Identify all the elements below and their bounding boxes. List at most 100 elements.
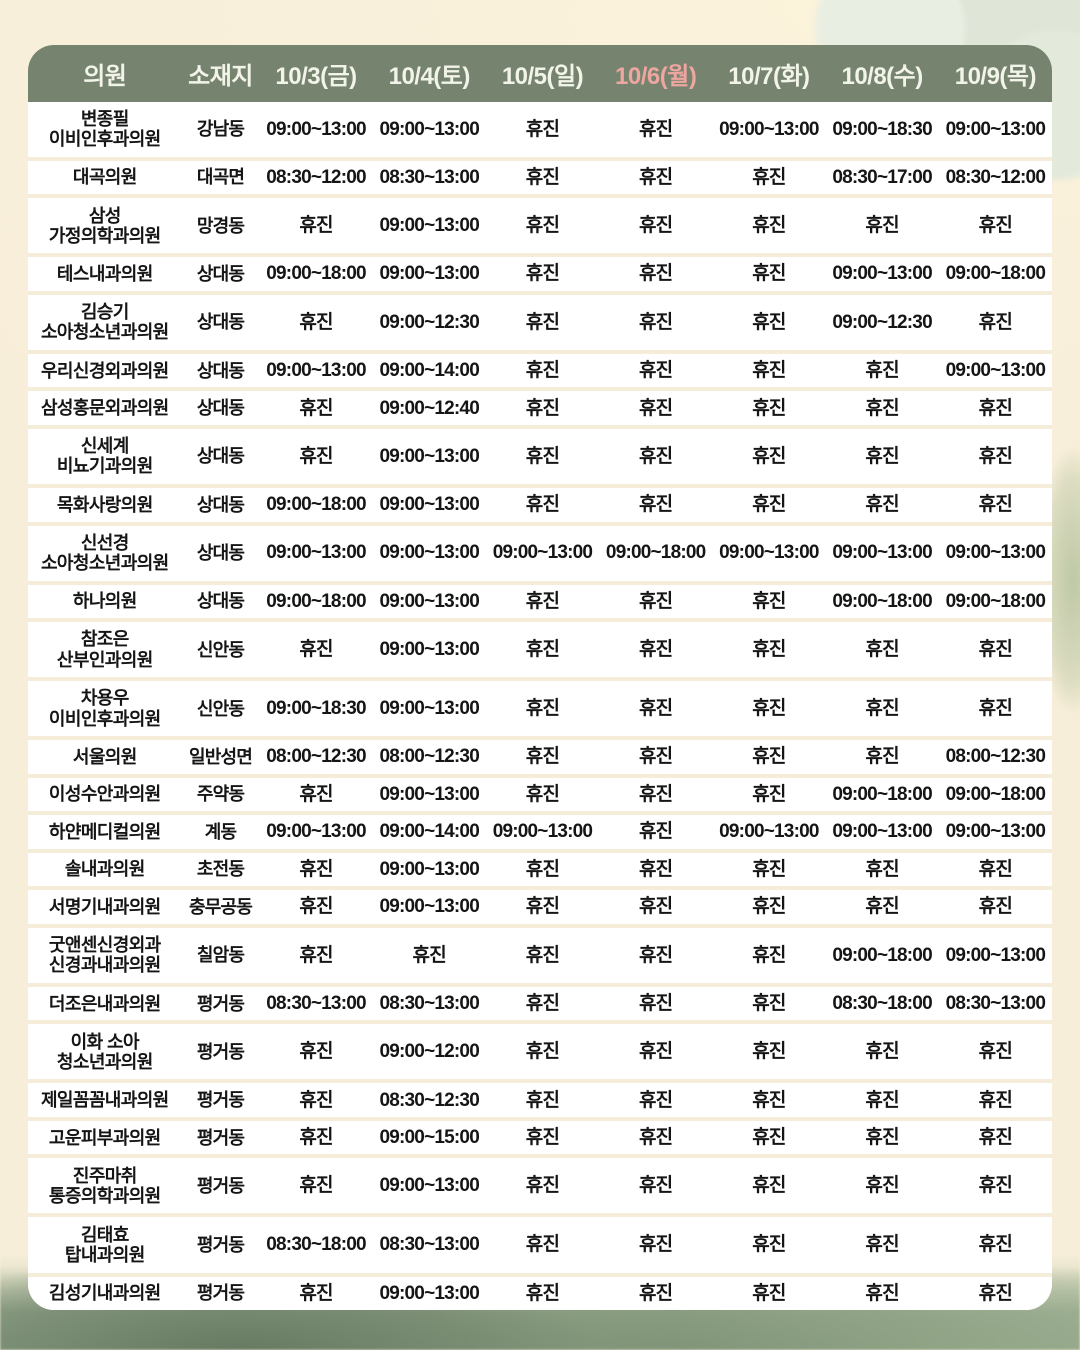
location-cell: 평거동	[181, 982, 260, 1023]
schedule-cell: 09:00~13:00	[372, 102, 486, 159]
schedule-cell: 휴진	[712, 773, 826, 814]
header-cell-location: 소재지	[181, 45, 260, 102]
schedule-cell: 휴진	[599, 1116, 713, 1157]
schedule-cell: 휴진	[259, 1272, 373, 1310]
schedule-cell: 09:00~13:00	[372, 886, 486, 926]
schedule-cell: 휴진	[825, 387, 939, 427]
schedule-cell: 휴진	[599, 387, 713, 427]
schedule-cell: 휴진	[825, 194, 939, 256]
table-row: 굿앤센신경외과 신경과내과의원 칠암동 휴진 휴진 휴진 휴진 휴진 09:00~18:0…	[28, 923, 1052, 985]
schedule-cell: 휴진	[712, 349, 826, 390]
table-row: 하나의원 상대동 09:00~18:00 09:00~13:00 휴진 휴진 휴진 09:…	[28, 580, 1052, 621]
header-row: 의원 소재지 10/3(금) 10/4(토) 10/5(일) 10/6(월) 1…	[28, 45, 1052, 102]
schedule-cell: 09:00~13:00	[259, 349, 373, 390]
schedule-cell: 휴진	[259, 886, 373, 926]
schedule-cell: 휴진	[938, 1154, 1052, 1216]
schedule-cell: 휴진	[938, 1213, 1052, 1275]
schedule-cell: 휴진	[599, 1272, 713, 1310]
schedule-cell: 휴진	[825, 484, 939, 524]
schedule-cell: 휴진	[485, 387, 600, 427]
location-cell: 초전동	[181, 848, 260, 889]
schedule-cell: 휴진	[938, 886, 1052, 926]
schedule-cell: 휴진	[259, 618, 373, 680]
schedule-cell: 09:00~13:00	[938, 349, 1052, 390]
schedule-cell: 09:00~13:00	[372, 580, 486, 621]
location-cell: 주약동	[181, 773, 260, 814]
schedule-cell: 휴진	[938, 1272, 1052, 1310]
schedule-cell: 08:30~18:00	[259, 1213, 373, 1275]
schedule-cell: 09:00~18:00	[938, 580, 1052, 621]
schedule-cell: 휴진	[599, 886, 713, 926]
schedule-cell: 휴진	[259, 1116, 373, 1157]
location-cell: 상대동	[181, 521, 260, 583]
schedule-cell: 휴진	[712, 1020, 826, 1082]
schedule-cell: 09:00~13:00	[712, 521, 826, 583]
location-cell: 평거동	[181, 1272, 260, 1310]
schedule-cell: 휴진	[599, 982, 713, 1023]
schedule-cell: 09:00~13:00	[372, 773, 486, 814]
clinic-name-cell: 김승기 소아청소년과의원	[28, 290, 182, 352]
schedule-cell: 09:00~18:30	[825, 102, 939, 159]
header-cell-clinic: 의원	[28, 45, 182, 102]
schedule-cell: 휴진	[712, 886, 826, 926]
clinic-name-cell: 하얀메디컬의원	[28, 811, 182, 851]
schedule-cell: 휴진	[825, 848, 939, 889]
header-cell-date: 10/9(목)	[938, 45, 1052, 102]
schedule-cell: 09:00~14:00	[372, 349, 486, 390]
schedule-cell: 휴진	[485, 253, 600, 293]
schedule-cell: 08:30~13:00	[372, 156, 486, 197]
schedule-cell: 휴진	[599, 1020, 713, 1082]
table-row: 하얀메디컬의원 계동 09:00~13:00 09:00~14:00 09:00~1…	[28, 811, 1052, 851]
table-row: 신세계 비뇨기과의원 상대동 휴진 09:00~13:00 휴진 휴진 휴진 휴진 휴진	[28, 424, 1052, 486]
clinic-name-cell: 목화사랑의원	[28, 484, 182, 524]
schedule-cell: 휴진	[485, 580, 600, 621]
schedule-cell: 휴진	[599, 736, 713, 776]
schedule-cell: 09:00~13:00	[938, 923, 1052, 985]
schedule-cell: 휴진	[485, 736, 600, 776]
table-row: 김태효 탑내과의원 평거동 08:30~18:00 08:30~13:00 휴진 휴진…	[28, 1213, 1052, 1275]
table-row: 신선경 소아청소년과의원 상대동 09:00~13:00 09:00~13:00 0…	[28, 521, 1052, 583]
schedule-cell: 휴진	[712, 387, 826, 427]
location-cell: 평거동	[181, 1079, 260, 1119]
location-cell: 일반성면	[181, 736, 260, 776]
schedule-cell: 09:00~13:00	[825, 521, 939, 583]
schedule-cell: 08:30~13:00	[259, 982, 373, 1023]
schedule-cell: 휴진	[712, 424, 826, 486]
clinic-name-cell: 하나의원	[28, 580, 182, 621]
clinic-name-cell: 대곡의원	[28, 156, 182, 197]
schedule-cell: 09:00~13:00	[825, 811, 939, 851]
location-cell: 평거동	[181, 1020, 260, 1082]
schedule-cell: 09:00~18:00	[825, 773, 939, 814]
table-row: 대곡의원 대곡면 08:30~12:00 08:30~13:00 휴진 휴진 휴진 08:…	[28, 156, 1052, 197]
clinic-name-cell: 김태효 탑내과의원	[28, 1213, 182, 1275]
location-cell: 상대동	[181, 387, 260, 427]
schedule-cell: 휴진	[259, 387, 373, 427]
table-row: 김성기내과의원 평거동 휴진 09:00~13:00 휴진 휴진 휴진 휴진 휴진	[28, 1272, 1052, 1310]
schedule-cell: 휴진	[599, 1154, 713, 1216]
schedule-cell: 09:00~13:00	[259, 102, 373, 159]
schedule-cell: 08:30~18:00	[825, 982, 939, 1023]
schedule-cell: 휴진	[259, 923, 373, 985]
clinic-schedule-table: 의원 소재지 10/3(금) 10/4(토) 10/5(일) 10/6(월) 1…	[28, 45, 1052, 1310]
location-cell: 상대동	[181, 580, 260, 621]
clinic-name-cell: 테스내과의원	[28, 253, 182, 293]
schedule-cell: 휴진	[825, 1272, 939, 1310]
location-cell: 강남동	[181, 102, 260, 159]
location-cell: 상대동	[181, 349, 260, 390]
schedule-cell: 휴진	[938, 484, 1052, 524]
table-row: 솔내과의원 초전동 휴진 09:00~13:00 휴진 휴진 휴진 휴진 휴진	[28, 848, 1052, 889]
schedule-cell: 휴진	[712, 1272, 826, 1310]
clinic-name-cell: 신선경 소아청소년과의원	[28, 521, 182, 583]
schedule-cell: 휴진	[485, 349, 600, 390]
schedule-cell: 휴진	[485, 156, 600, 197]
table-row: 이성수안과의원 주약동 휴진 09:00~13:00 휴진 휴진 휴진 09:00~18:…	[28, 773, 1052, 814]
schedule-cell: 휴진	[259, 290, 373, 352]
schedule-table: 의원 소재지 10/3(금) 10/4(토) 10/5(일) 10/6(월) 1…	[28, 45, 1052, 1310]
schedule-cell: 휴진	[599, 811, 713, 851]
schedule-cell: 08:30~12:00	[259, 156, 373, 197]
schedule-cell: 09:00~13:00	[372, 848, 486, 889]
schedule-cell: 휴진	[599, 156, 713, 197]
schedule-cell: 09:00~18:00	[599, 521, 713, 583]
table-row: 서명기내과의원 충무공동 휴진 09:00~13:00 휴진 휴진 휴진 휴진 휴진	[28, 886, 1052, 926]
location-cell: 신안동	[181, 618, 260, 680]
